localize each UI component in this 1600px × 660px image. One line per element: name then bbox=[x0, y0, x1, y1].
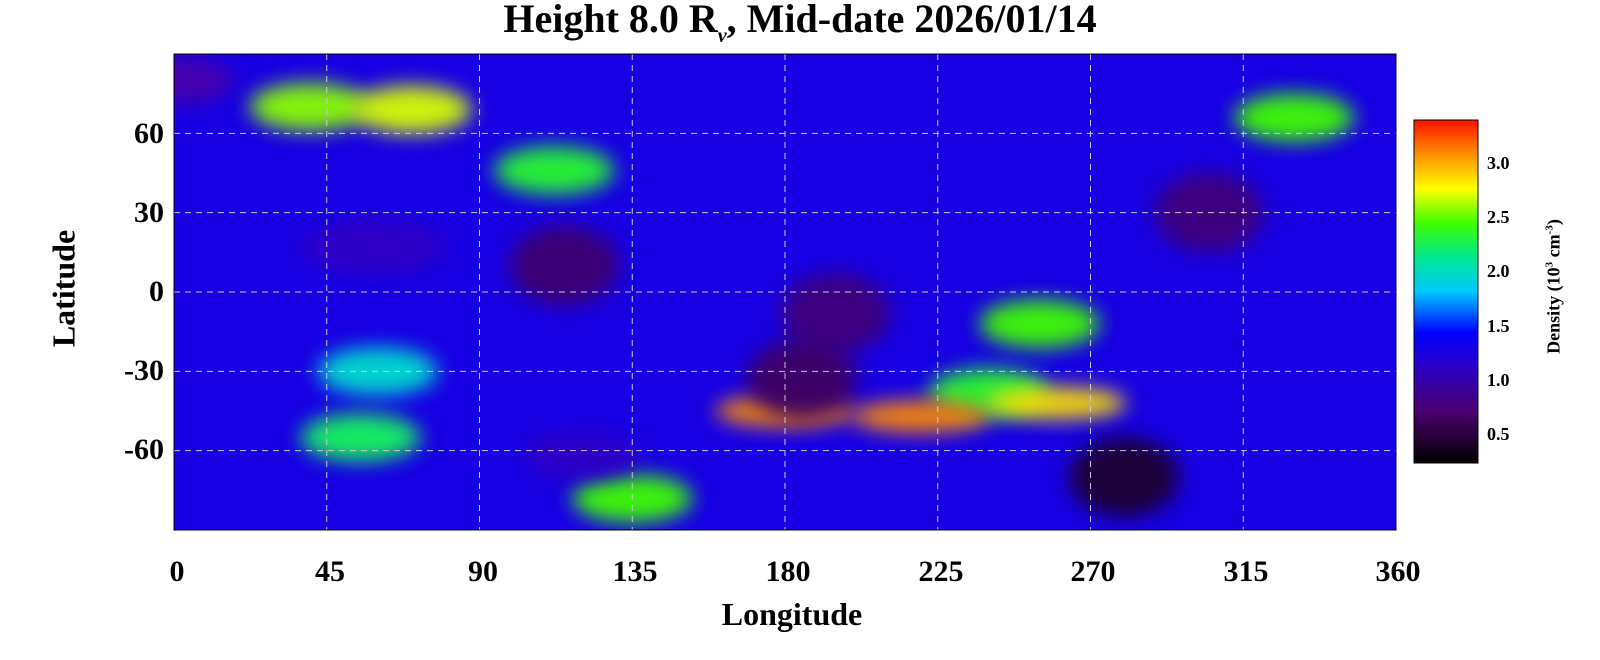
density-feature-3 bbox=[494, 146, 615, 195]
density-feature-1 bbox=[249, 82, 370, 131]
x-tick-0: 0 bbox=[169, 555, 185, 588]
density-feature-16 bbox=[300, 413, 421, 462]
density-feature-19 bbox=[1069, 437, 1180, 518]
y-tick-neg60: -60 bbox=[124, 433, 164, 466]
chart-title: Height 8.0 Rν, Mid-date 2026/01/14 bbox=[503, 0, 1097, 47]
density-feature-13 bbox=[850, 400, 991, 433]
colorbar-tick-0.5: 0.5 bbox=[1487, 424, 1510, 444]
density-feature-10 bbox=[979, 299, 1100, 348]
density-feature-6 bbox=[327, 223, 448, 272]
y-tick-30: 30 bbox=[134, 196, 164, 229]
density-feature-0 bbox=[174, 56, 234, 105]
density-feature-8 bbox=[780, 273, 891, 354]
x-tick-315: 315 bbox=[1223, 555, 1269, 588]
density-feature-2 bbox=[351, 85, 472, 134]
colorbar-tick-1.0: 1.0 bbox=[1487, 370, 1510, 390]
density-feature-7 bbox=[509, 225, 620, 306]
x-tick-45: 45 bbox=[315, 555, 345, 588]
colorbar-bar bbox=[1413, 119, 1479, 464]
x-tick-90: 90 bbox=[468, 555, 498, 588]
y-tick-0: 0 bbox=[149, 275, 164, 308]
title-subscript: ν bbox=[717, 25, 727, 47]
colorbar-tick-2.5: 2.5 bbox=[1487, 207, 1510, 227]
colorbar-tick-1.5: 1.5 bbox=[1487, 316, 1510, 336]
y-tick-60: 60 bbox=[134, 117, 164, 150]
density-feature-14 bbox=[986, 387, 1127, 420]
density-feature-4 bbox=[1234, 93, 1355, 142]
x-tick-180: 180 bbox=[765, 555, 811, 588]
x-tick-225: 225 bbox=[918, 555, 964, 588]
density-feature-15 bbox=[746, 339, 857, 420]
colorbar-tick-3.0: 3.0 bbox=[1487, 153, 1510, 173]
y-axis-label: Latitude bbox=[45, 229, 82, 348]
colorbar-tick-2.0: 2.0 bbox=[1487, 261, 1510, 281]
colorbar-label: Density (103 cm-3) bbox=[1543, 219, 1564, 354]
y-tick-neg30: -30 bbox=[124, 354, 164, 387]
x-tick-270: 270 bbox=[1070, 555, 1116, 588]
x-tick-135: 135 bbox=[612, 555, 658, 588]
x-tick-360: 360 bbox=[1375, 555, 1421, 588]
density-feature-20 bbox=[521, 431, 642, 480]
x-axis-label: Longitude bbox=[721, 596, 863, 632]
